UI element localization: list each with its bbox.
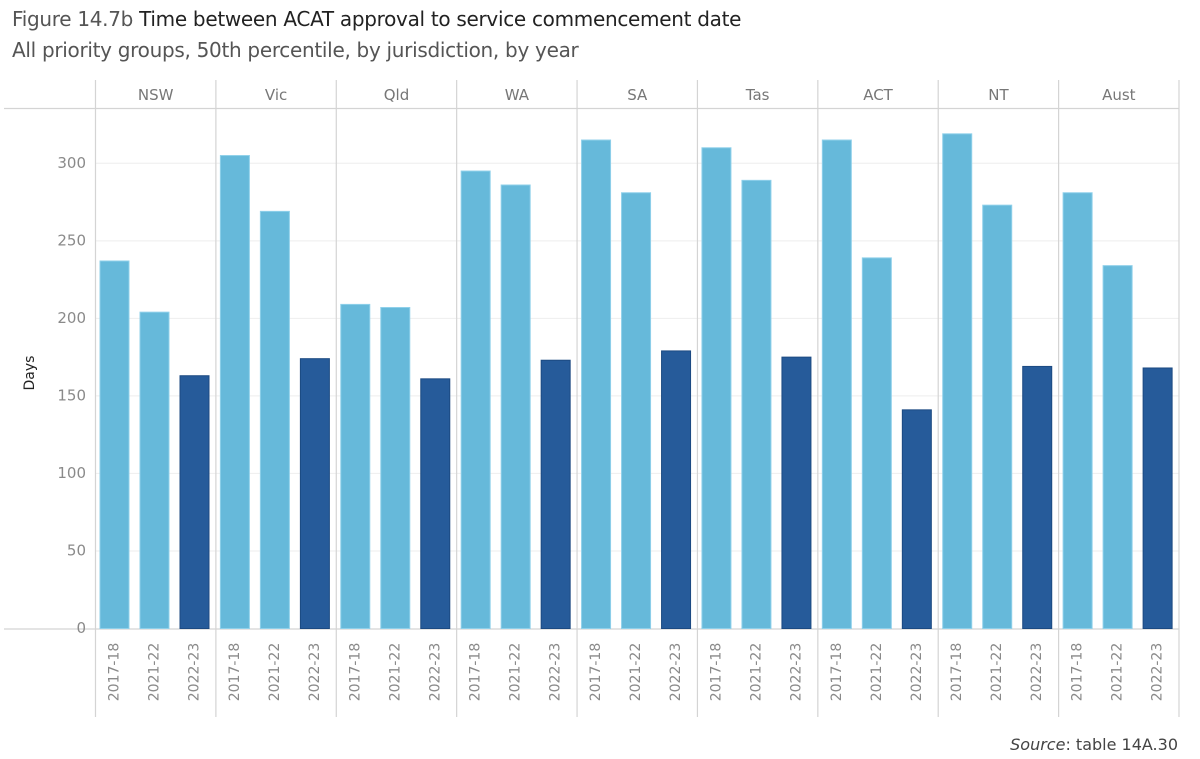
x-category-label: 2017-18 [829, 643, 845, 702]
x-category-label: 2021-22 [1110, 643, 1126, 702]
bar-nsw-2022-23[interactable] [179, 375, 210, 629]
source-note: Source: table 14A.30 [1010, 735, 1178, 754]
y-tick-label: 50 [67, 541, 86, 559]
x-category-label: 2017-18 [468, 643, 484, 702]
panel-label-nt: NT [988, 86, 1009, 104]
y-tick-label: 0 [76, 619, 86, 637]
x-category-label: 2022-23 [427, 643, 443, 702]
bar-wa-2021-22[interactable] [500, 184, 531, 630]
source-text: : table 14A.30 [1065, 735, 1178, 754]
figure-subtitle: All priority groups, 50th percentile, by… [12, 38, 579, 62]
panel-label-nsw: NSW [138, 86, 174, 104]
x-category-label: 2022-23 [909, 643, 925, 702]
bar-sa-2017-18[interactable] [581, 139, 612, 629]
x-category-label: 2021-22 [508, 643, 524, 702]
y-axis-title: Days [22, 356, 38, 391]
bar-act-2021-22[interactable] [861, 257, 892, 629]
y-tick-label: 250 [57, 231, 86, 249]
y-tick-label: 200 [57, 309, 86, 327]
panel-label-vic: Vic [265, 86, 287, 104]
x-category-label: 2017-18 [227, 643, 243, 702]
x-category-label: 2021-22 [989, 643, 1005, 702]
bar-sa-2021-22[interactable] [621, 192, 652, 629]
x-category-label: 2021-22 [869, 643, 885, 702]
bar-qld-2021-22[interactable] [380, 307, 411, 629]
panel-frame [4, 80, 1180, 717]
bar-qld-2017-18[interactable] [340, 303, 371, 629]
bar-nt-2017-18[interactable] [942, 133, 973, 630]
figure-number: Figure 14.7b [12, 7, 134, 31]
bar-vic-2017-18[interactable] [219, 155, 250, 629]
x-category-label: 2017-18 [107, 643, 123, 702]
figure-title-text: Time between ACAT approval to service co… [139, 7, 742, 31]
x-category-label: 2022-23 [548, 643, 564, 702]
bar-vic-2021-22[interactable] [259, 210, 290, 629]
x-category-label: 2021-22 [628, 643, 644, 702]
x-category-label: 2021-22 [748, 643, 764, 702]
source-label: Source [1010, 735, 1066, 754]
x-category-label: 2022-23 [1150, 643, 1166, 702]
x-category-label: 2021-22 [147, 643, 163, 702]
bar-sa-2022-23[interactable] [661, 350, 692, 629]
bar-tas-2017-18[interactable] [701, 147, 732, 630]
x-category-label: 2021-22 [387, 643, 403, 702]
bar-wa-2017-18[interactable] [460, 170, 491, 630]
panel-label-qld: Qld [384, 86, 410, 104]
bar-aust-2022-23[interactable] [1142, 367, 1173, 629]
y-tick-label: 150 [57, 386, 86, 404]
x-category-label: 2022-23 [187, 643, 203, 702]
x-category-label: 2022-23 [307, 643, 323, 702]
panel-label-aust: Aust [1102, 86, 1136, 104]
bar-qld-2022-23[interactable] [420, 378, 451, 630]
panel-label-tas: Tas [745, 86, 770, 104]
bar-nsw-2017-18[interactable] [99, 260, 130, 629]
panel-label-sa: SA [627, 86, 648, 104]
bar-nsw-2021-22[interactable] [139, 311, 170, 629]
y-tick-label: 300 [57, 154, 86, 172]
x-category-label: 2017-18 [347, 643, 363, 702]
panel-label-wa: WA [505, 86, 530, 104]
x-category-label: 2022-23 [788, 643, 804, 702]
x-category-label: 2017-18 [708, 643, 724, 702]
bar-tas-2021-22[interactable] [741, 179, 772, 630]
x-category-label: 2022-23 [668, 643, 684, 702]
x-category-label: 2017-18 [588, 643, 604, 702]
bar-aust-2017-18[interactable] [1062, 192, 1093, 629]
bar-aust-2021-22[interactable] [1102, 265, 1133, 629]
bar-wa-2022-23[interactable] [540, 359, 571, 629]
labels: 0 50 100 150 200 250 300 NSW 2017-18 2021-22 2022-… [57, 86, 1165, 702]
x-category-label: 2017-18 [1070, 643, 1086, 702]
bar-tas-2022-23[interactable] [781, 356, 812, 629]
bar-act-2017-18[interactable] [821, 139, 852, 629]
bars [99, 133, 1173, 630]
bar-nt-2022-23[interactable] [1022, 365, 1053, 629]
x-category-label: 2022-23 [1029, 643, 1045, 702]
x-category-label: 2021-22 [267, 643, 283, 702]
panel-label-act: ACT [863, 86, 893, 104]
y-tick-label: 100 [57, 464, 86, 482]
bar-vic-2022-23[interactable] [299, 358, 330, 629]
figure-title: Figure 14.7b Time between ACAT approval … [12, 5, 741, 33]
bar-nt-2021-22[interactable] [982, 204, 1013, 629]
bar-act-2022-23[interactable] [901, 409, 932, 629]
x-category-label: 2017-18 [949, 643, 965, 702]
